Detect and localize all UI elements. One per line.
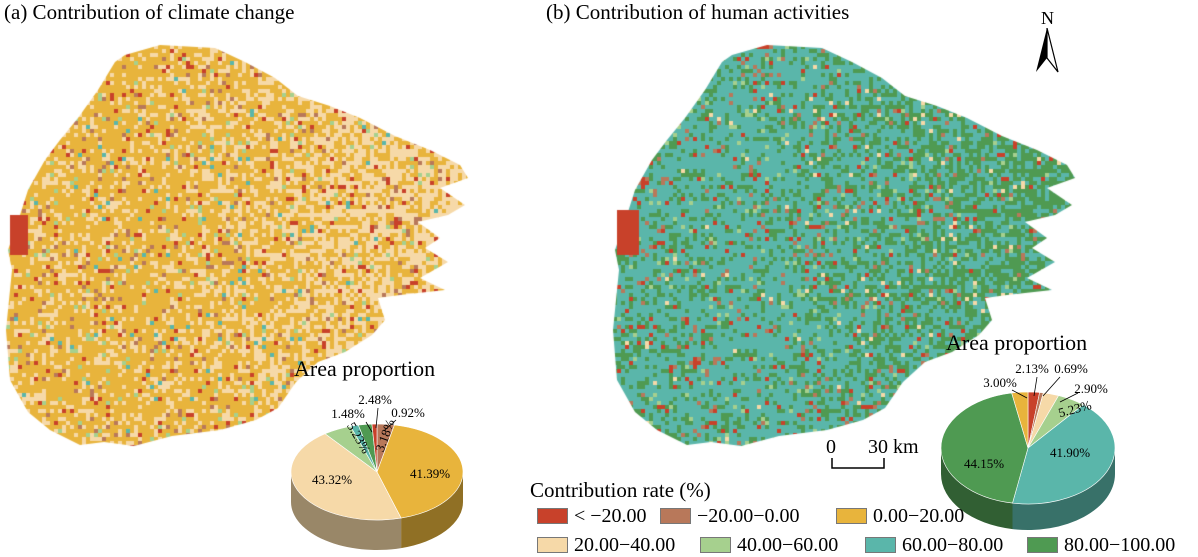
pie-b: 2.13% 0.69%2.90%5.23%41.90%44.15%3.00%	[940, 361, 1116, 530]
legend-label-1: −20.00−0.00	[697, 504, 800, 527]
pie-b-label-2: 2.90%	[1074, 381, 1108, 396]
legend-item-3: 20.00−40.00	[537, 534, 675, 556]
scale-end: 30 km	[868, 436, 919, 458]
pie-a-label-5: 2.48%	[358, 392, 392, 407]
pie-a-leader-4	[365, 421, 373, 433]
pie-a-label-1: 41.39%	[410, 466, 450, 481]
panel-b-title: (b) Contribution of human activities	[546, 0, 850, 24]
pie-a-side-2	[291, 472, 402, 550]
legend-swatch-5	[865, 537, 896, 553]
pie-b-slice-6	[1011, 391, 1029, 449]
legend-item-2: 0.00−20.00	[836, 505, 964, 527]
pie-b-label-5: 44.15%	[964, 456, 1004, 471]
pie-b-leader-6	[1011, 389, 1028, 399]
legend-label-5: 60.00−80.00	[902, 533, 1004, 556]
pie-a-slice-2	[290, 433, 402, 521]
legend-swatch-2	[836, 508, 867, 524]
legend-swatch-3	[537, 537, 568, 553]
pie-b-leader-2	[1059, 392, 1079, 403]
legend-item-1: −20.00−0.00	[660, 505, 800, 527]
legend-label-0: < −20.00	[574, 504, 647, 527]
scale-bar-line	[831, 458, 885, 469]
legend-item-0: < −20.00	[537, 505, 647, 527]
pie-b-label-1: 0.69%	[1054, 361, 1088, 376]
pie-a-label-2: 43.32%	[312, 472, 352, 487]
legend-label-4: 40.00−60.00	[737, 533, 839, 556]
pie-b-title: Area proportion	[946, 330, 1088, 355]
legend-item-4: 40.00−60.00	[700, 534, 838, 556]
legend-item-6: 80.00−100.00	[1027, 534, 1175, 556]
pie-a-side-1	[401, 472, 464, 549]
pie-b-label-4: 41.90%	[1050, 445, 1090, 460]
legend-swatch-0	[537, 508, 568, 524]
pie-b-label-0: 2.13%	[1015, 361, 1049, 376]
north-letter: N	[1041, 8, 1054, 28]
pie-a-slice-1	[376, 424, 464, 519]
pie-b-slice-5	[940, 392, 1029, 504]
scale-start: 0	[826, 436, 836, 458]
north-arrow-icon	[1036, 28, 1059, 73]
pie-a-label-6: 0.92%	[391, 405, 425, 420]
legend-item-5: 60.00−80.00	[865, 534, 1003, 556]
scale-bar: 0 30 km	[820, 436, 919, 476]
pie-a-title: Area proportion	[294, 356, 436, 381]
legend-swatch-1	[660, 508, 691, 524]
pie-b-leader-0	[1033, 376, 1038, 397]
legend-title: Contribution rate (%)	[530, 478, 711, 502]
legend-label-3: 20.00−40.00	[574, 533, 676, 556]
pie-a-leader-5	[375, 407, 379, 429]
pie-b-side-5	[941, 448, 1013, 530]
pie-b-slice-4	[1012, 404, 1116, 505]
pie-b-leader-1	[1042, 376, 1061, 397]
legend-swatch-6	[1027, 537, 1058, 553]
panel-a-title: (a) Contribution of climate change	[4, 0, 295, 24]
pie-a: 3.18%41.39%43.32%5.23%1.48%2.48%0.92%	[290, 392, 464, 550]
pie-a-label-4: 1.48%	[331, 406, 365, 421]
legend-swatch-4	[700, 537, 731, 553]
pie-a-slice-6	[371, 423, 378, 473]
pie-b-side-4	[1012, 448, 1115, 530]
pie-b-label-6: 3.00%	[983, 375, 1017, 390]
pie-a-leader-6	[384, 419, 397, 431]
legend-label-6: 80.00−100.00	[1064, 533, 1176, 556]
legend-label-2: 0.00−20.00	[873, 504, 965, 527]
north-arrow: N	[1032, 8, 1062, 73]
